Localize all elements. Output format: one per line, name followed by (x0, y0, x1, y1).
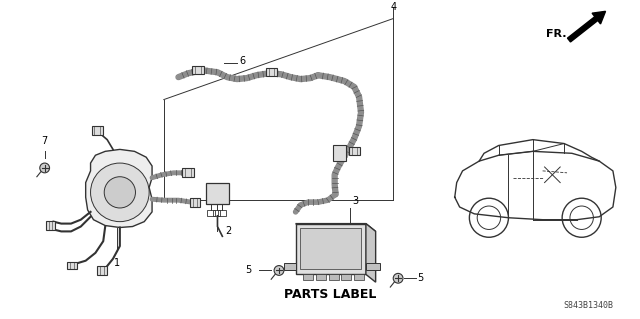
Circle shape (90, 163, 149, 222)
Text: 4: 4 (390, 2, 396, 12)
Text: S843B1340B: S843B1340B (563, 300, 613, 309)
Polygon shape (296, 224, 376, 231)
Bar (266, 68, 276, 76)
Text: 5: 5 (418, 273, 424, 283)
Bar (218, 210, 227, 216)
Bar (316, 274, 326, 280)
Polygon shape (366, 224, 376, 282)
Bar (212, 210, 220, 216)
Bar (342, 274, 351, 280)
Bar (192, 66, 204, 74)
Text: 6: 6 (239, 56, 245, 65)
Text: 5: 5 (245, 265, 252, 276)
Text: PARTS LABEL: PARTS LABEL (284, 288, 376, 301)
Bar (92, 126, 103, 135)
Bar (349, 147, 360, 155)
Bar (182, 168, 194, 177)
Bar (67, 262, 77, 270)
Text: 7: 7 (42, 137, 48, 146)
Bar (366, 263, 380, 271)
Text: FR.: FR. (545, 29, 566, 39)
Bar (189, 198, 200, 206)
FancyArrow shape (568, 11, 605, 42)
Bar (303, 274, 313, 280)
Text: 3: 3 (352, 196, 358, 206)
Circle shape (274, 266, 284, 275)
Bar (207, 210, 214, 216)
Bar (97, 266, 107, 275)
Bar (45, 221, 56, 230)
Bar (300, 228, 361, 270)
Polygon shape (296, 224, 366, 274)
Circle shape (393, 273, 403, 283)
Text: 1: 1 (114, 258, 120, 268)
Polygon shape (86, 149, 152, 227)
Bar (354, 274, 364, 280)
Bar (329, 274, 339, 280)
Bar (333, 145, 346, 161)
Circle shape (40, 163, 49, 173)
Bar (284, 263, 296, 271)
Text: 2: 2 (225, 226, 232, 236)
Bar (206, 182, 229, 204)
Circle shape (104, 177, 136, 208)
